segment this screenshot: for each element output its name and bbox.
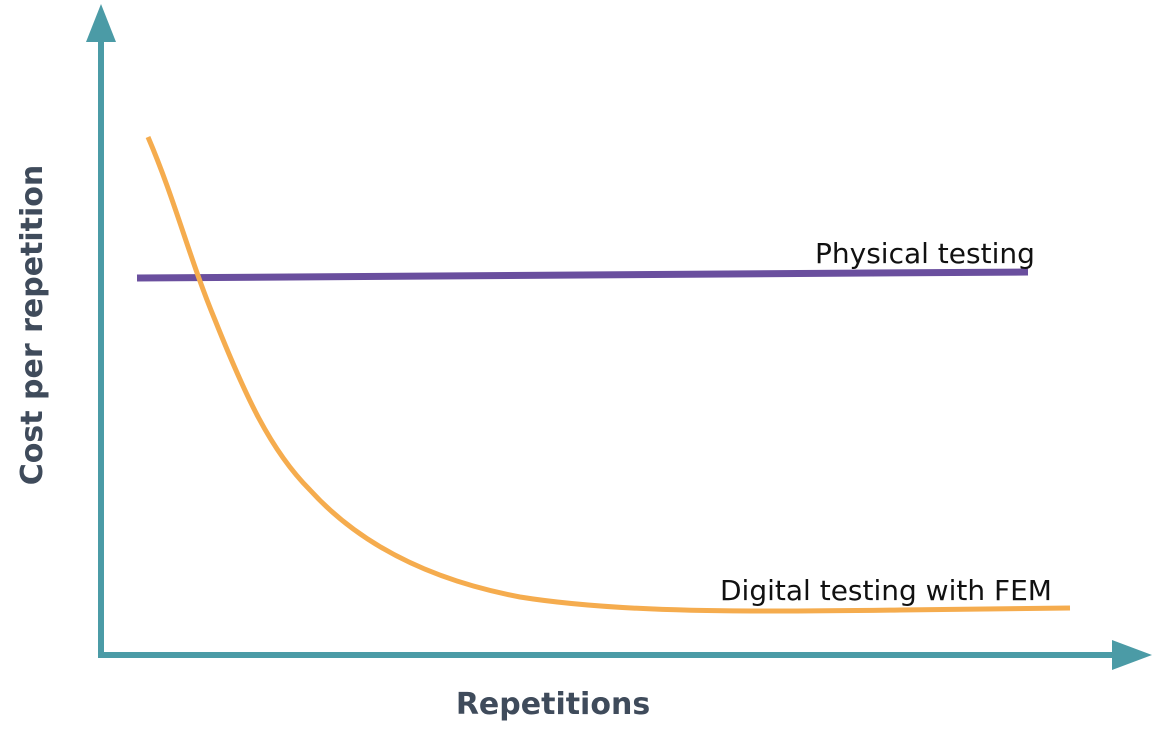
- y-axis-arrow: [86, 4, 116, 42]
- x-axis-title: Repetitions: [456, 687, 650, 722]
- series-label: Physical testing: [815, 237, 1035, 270]
- series-label: Digital testing with FEM: [720, 574, 1052, 607]
- digital-testing-line: [145, 136, 1071, 614]
- physical-testing-line: [136, 268, 1029, 282]
- x-axis-arrow: [1112, 640, 1152, 670]
- y-axis-title: Cost per repetition: [15, 165, 50, 486]
